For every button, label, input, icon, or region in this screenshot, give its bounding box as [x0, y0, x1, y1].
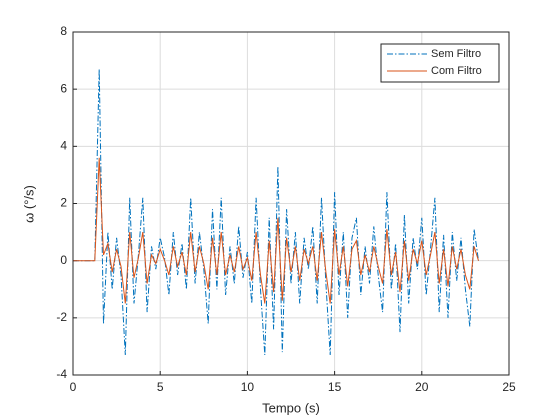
y-tick-label: 8 — [60, 24, 67, 38]
x-tick-label: 5 — [157, 380, 164, 394]
x-tick-label: 25 — [502, 380, 516, 394]
x-axis-label: Tempo (s) — [262, 400, 320, 415]
series-line — [73, 69, 479, 356]
y-tick-label: 6 — [60, 81, 67, 95]
x-tick-label: 10 — [241, 380, 255, 394]
y-tick-label: -2 — [56, 310, 67, 324]
y-tick-label: 0 — [60, 253, 67, 267]
series-line — [73, 157, 479, 304]
x-tick-label: 20 — [415, 380, 429, 394]
y-tick-label: 2 — [60, 196, 67, 210]
legend-label: Com Filtro — [431, 65, 482, 77]
x-tick-label: 15 — [328, 380, 342, 394]
legend: Sem Filtro Com Filtro — [380, 43, 500, 83]
y-tick-label: -4 — [56, 367, 67, 381]
y-axis-label: ω (°/s) — [21, 185, 36, 223]
legend-box — [380, 43, 500, 83]
legend-label: Sem Filtro — [431, 48, 481, 60]
axes-box — [72, 31, 510, 376]
y-tick-label: 4 — [60, 139, 67, 153]
x-tick-label: 0 — [70, 380, 77, 394]
